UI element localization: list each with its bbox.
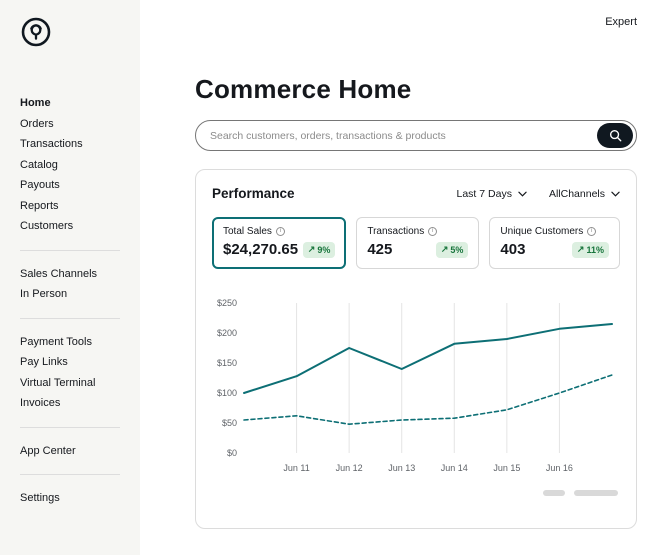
channel-filter[interactable]: AllChannels [549,188,620,200]
expert-link[interactable]: Expert [605,16,637,28]
stat-value-row: 425 ↗ 5% [367,241,469,258]
performance-header: Performance Last 7 Days AllChannels [212,186,620,201]
date-range-filter[interactable]: Last 7 Days [457,188,527,200]
sidebar-divider [20,317,120,319]
y-axis-label: $50 [222,418,237,428]
sidebar-item-orders[interactable]: Orders [20,117,54,130]
sidebar-item-catalog[interactable]: Catalog [20,158,58,171]
sidebar-item-pay-links[interactable]: Pay Links [20,356,68,368]
stat-value-row: $24,270.65 ↗ 9% [223,241,336,258]
delta-badge: ↗ 9% [302,241,336,258]
scroll-pill [574,490,618,496]
stat-value-row: 403 ↗ 11% [500,241,609,258]
chart-scroll-indicator [212,490,620,496]
stats-row: Total Sales i $24,270.65 ↗ 9% Transactions i 42… [212,217,620,269]
stat-card-total-sales[interactable]: Total Sales i $24,270.65 ↗ 9% [212,217,347,269]
filter-label: AllChannels [548,187,605,200]
delta-value: 9% [317,244,331,255]
main-content: Expert Commerce Home Performance Last 7 … [140,0,650,555]
delta-value: 5% [450,244,464,255]
sidebar-item-app-center[interactable]: App Center [20,444,76,457]
line-chart-svg: Jun 11 Jun 12 Jun 13 Jun 14 Jun 15 Jun 16 $0 $5… [217,298,613,473]
delta-badge: ↗ 11% [571,241,609,258]
search-button[interactable] [597,123,633,148]
page-title: Commerce Home [195,74,412,104]
stat-label-row: Transactions i [367,226,468,237]
info-icon[interactable]: i [587,227,597,236]
stat-card-unique-customers[interactable]: Unique Customers i 403 ↗ 11% [489,217,620,269]
sidebar-item-payment-tools[interactable]: Payment Tools [20,335,92,348]
performance-filters: Last 7 Days AllChannels [457,188,621,200]
performance-card: Performance Last 7 Days AllChannels Total… [195,169,637,529]
sidebar-item-payouts[interactable]: Payouts [20,179,60,191]
sidebar-divider [20,249,120,251]
stat-value: $24,270.65 [223,241,299,258]
sidebar: Home Orders Transactions Catalog Payouts Repo… [0,0,140,555]
x-axis-label: Jun 13 [388,463,415,473]
delta-value: 11% [586,244,604,255]
godaddy-logo[interactable] [20,16,120,53]
scroll-pill [543,490,565,496]
x-axis-label: Jun 14 [441,463,468,473]
godaddy-logo-icon [21,17,51,47]
y-axis-label: $0 [227,448,237,458]
stat-value: 403 [500,241,526,258]
sidebar-divider [20,474,120,475]
sidebar-item-virtual-terminal[interactable]: Virtual Terminal [20,376,96,389]
sidebar-item-settings[interactable]: Settings [20,492,60,504]
x-axis-label: Jun 15 [493,463,520,473]
stat-label-row: Total Sales i [223,226,335,237]
sidebar-item-reports[interactable]: Reports [20,199,59,212]
sidebar-divider [20,426,120,428]
topbar: Expert [195,16,637,30]
x-axis-label: Jun 16 [546,463,573,473]
trend-up-icon: ↗ [307,244,316,254]
sidebar-nav: Home Orders Transactions Catalog Payouts Repo… [20,93,120,509]
chevron-down-icon [611,191,620,197]
search-input[interactable] [210,129,597,142]
y-axis-label: $100 [217,388,237,398]
x-axis-label: Jun 12 [336,463,363,473]
search-icon [609,129,621,142]
stat-card-transactions[interactable]: Transactions i 425 ↗ 5% [356,217,480,269]
sidebar-item-transactions[interactable]: Transactions [20,138,83,150]
stat-label: Unique Customers [500,226,584,237]
sidebar-item-in-person[interactable]: In Person [20,288,68,300]
stat-label: Transactions [367,226,425,237]
chevron-down-icon [518,191,527,197]
trend-up-icon: ↗ [576,244,585,254]
sidebar-item-home[interactable]: Home [20,97,51,109]
chart-line-previous-period [243,374,613,425]
performance-chart: Jun 11 Jun 12 Jun 13 Jun 14 Jun 15 Jun 16 $0 $5… [212,295,620,482]
sidebar-item-sales-channels[interactable]: Sales Channels [20,267,98,280]
y-axis-label: $200 [217,328,237,338]
sidebar-item-invoices[interactable]: Invoices [20,397,61,409]
y-axis-label: $250 [217,298,237,308]
filter-label: Last 7 Days [456,187,512,200]
trend-up-icon: ↗ [440,244,449,254]
stat-label-row: Unique Customers i [500,226,609,237]
x-axis-label: Jun 11 [283,463,309,473]
search-bar [195,120,637,151]
info-icon[interactable]: i [428,227,438,236]
chart-line-current-period [243,323,613,394]
stat-value: 425 [367,241,393,258]
y-axis-label: $150 [217,358,237,368]
stat-label: Total Sales [223,226,272,237]
info-icon[interactable]: i [275,227,285,236]
delta-badge: ↗ 5% [435,241,469,258]
sidebar-item-customers[interactable]: Customers [20,220,74,232]
performance-title: Performance [212,186,295,201]
